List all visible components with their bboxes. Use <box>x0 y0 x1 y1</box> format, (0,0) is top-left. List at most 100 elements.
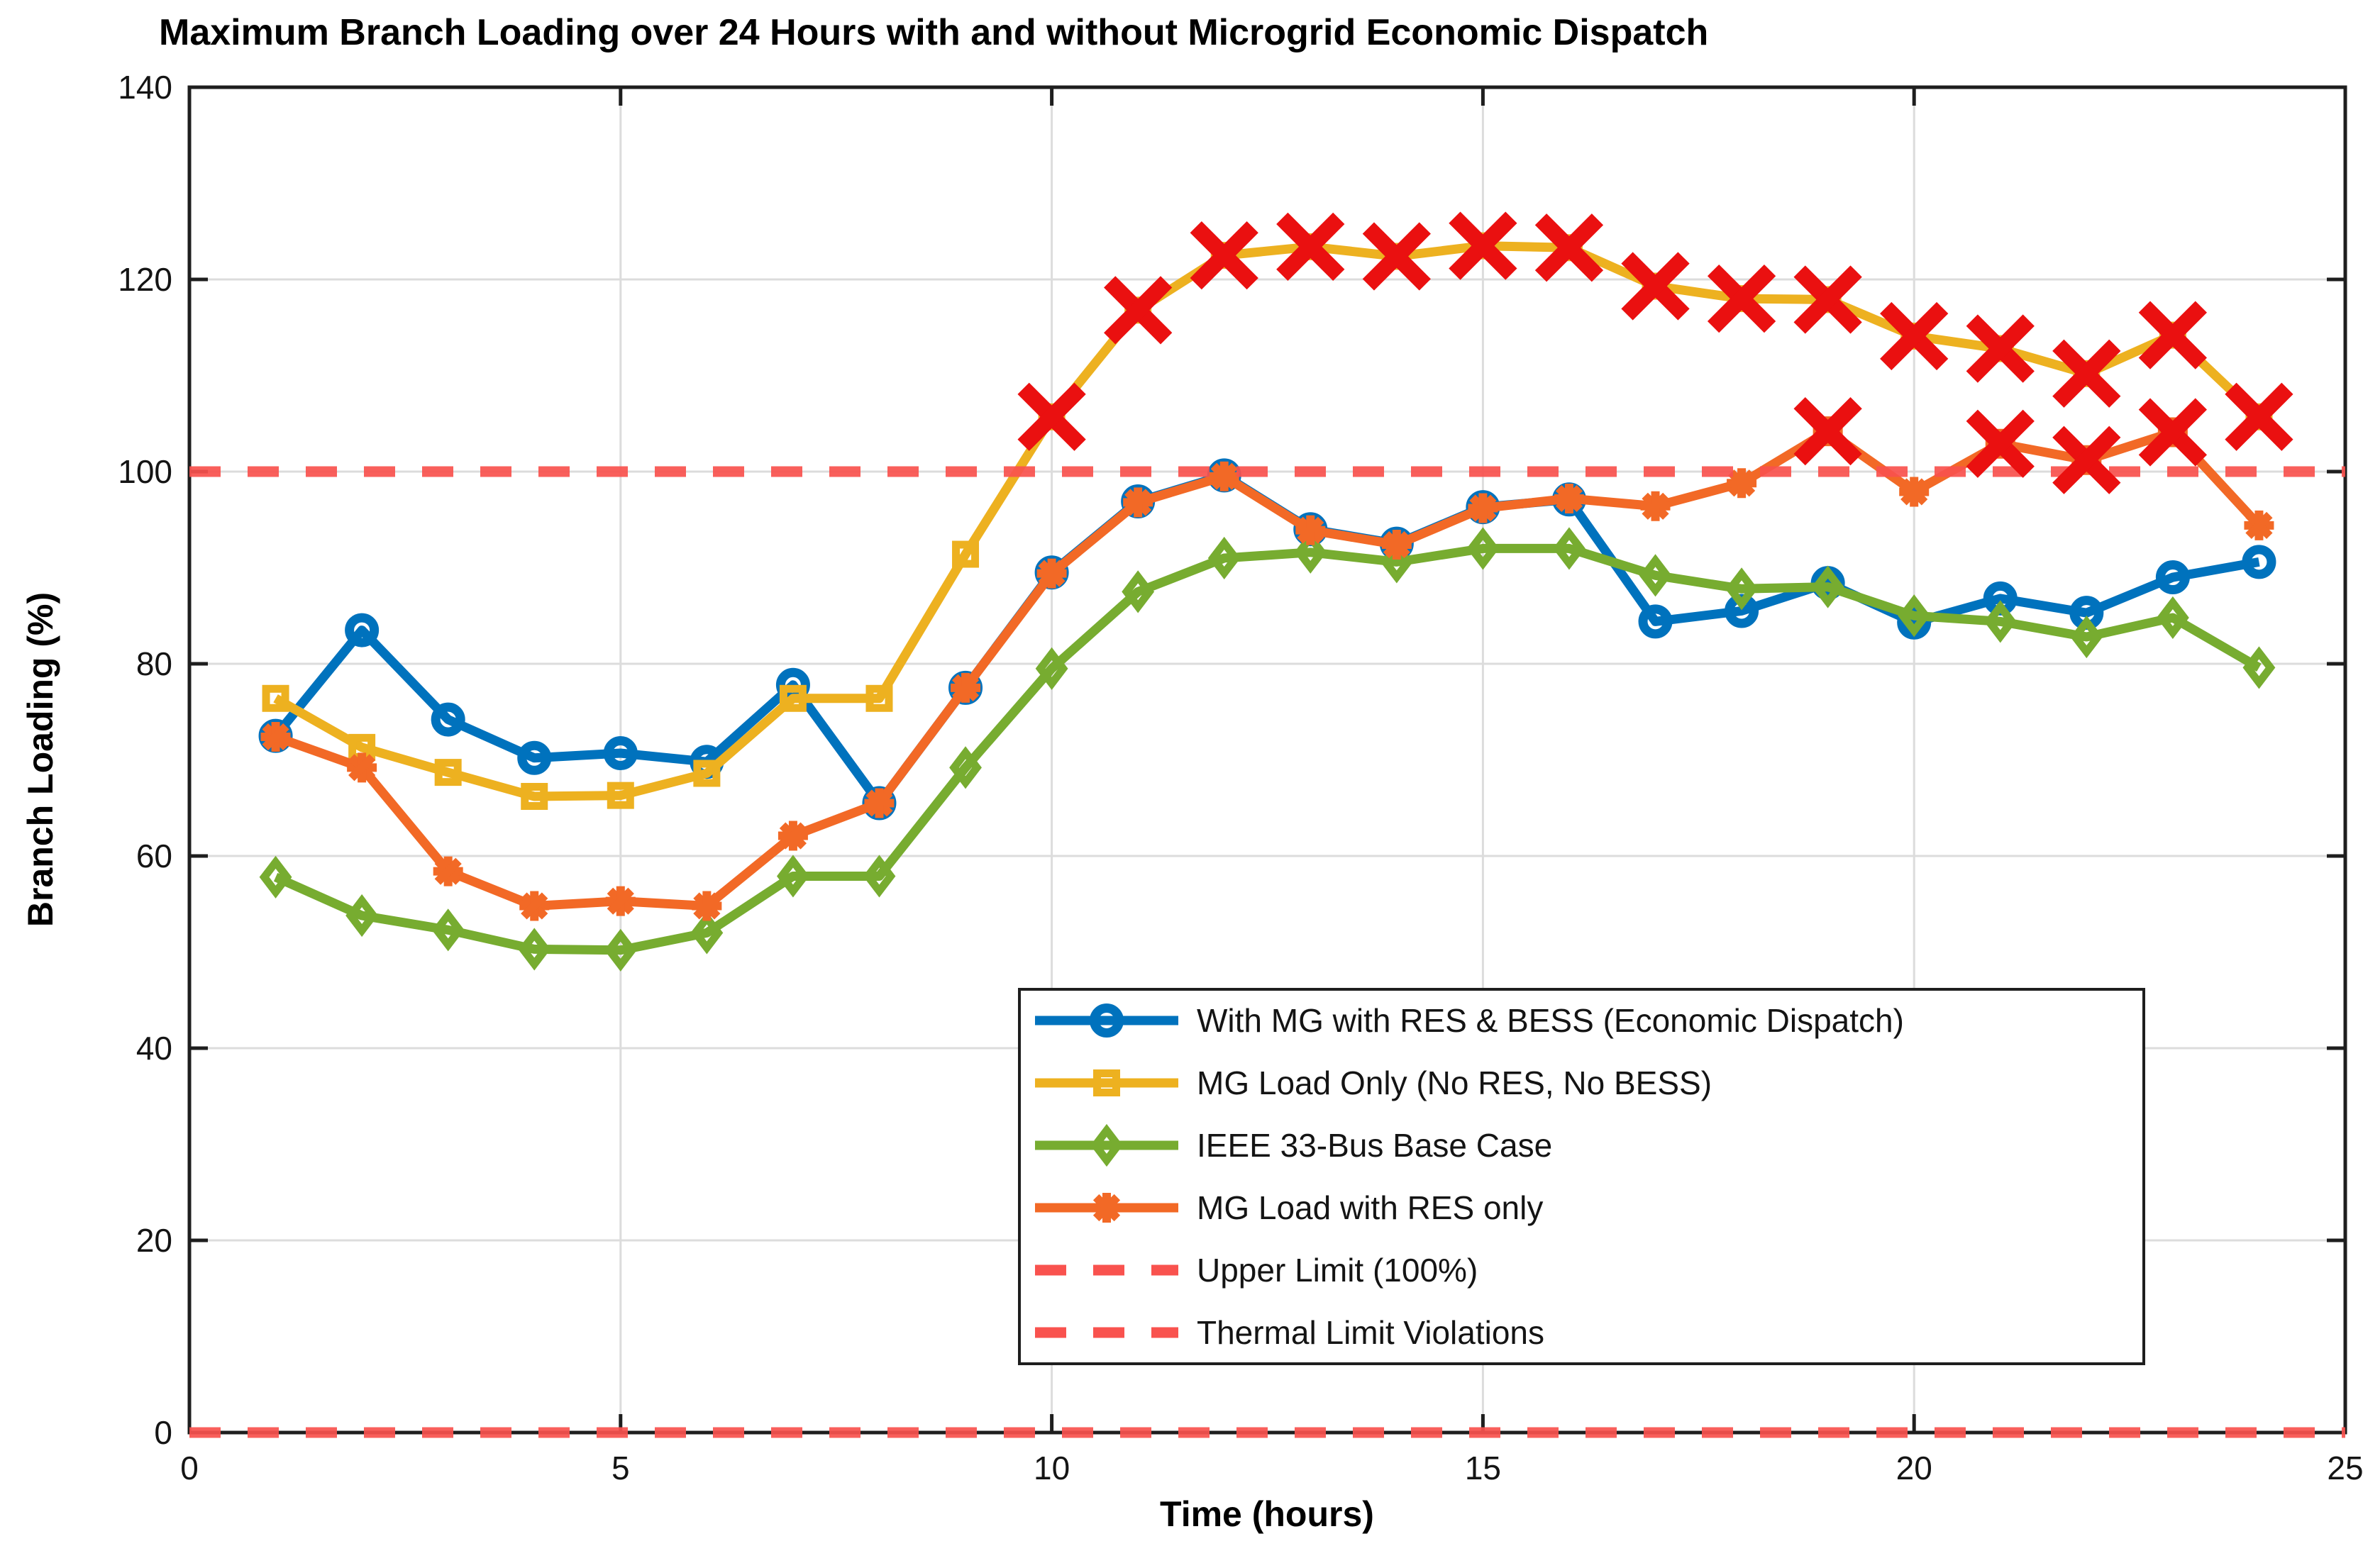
asterisk-marker-icon <box>605 886 636 916</box>
square-marker-icon <box>779 684 807 712</box>
chart-title: Maximum Branch Loading over 24 Hours wit… <box>159 12 1709 53</box>
square-marker-icon <box>1093 1069 1120 1096</box>
diamond-marker-icon <box>777 855 809 898</box>
asterisk-marker-icon <box>1036 558 1067 589</box>
square-marker-icon <box>607 782 634 809</box>
diamond-marker-icon <box>1811 565 1844 608</box>
diamond-marker-icon <box>1553 527 1586 570</box>
series-3 <box>260 416 2274 921</box>
diamond-marker-icon <box>1122 570 1155 613</box>
violation-x-icon <box>1621 252 1690 321</box>
series-1 <box>262 232 2273 810</box>
asterisk-marker-icon <box>2244 510 2274 540</box>
asterisk-marker-icon <box>1727 468 1757 499</box>
violation-x-icon <box>2138 398 2208 467</box>
circle-marker-icon <box>517 740 552 775</box>
diamond-marker-icon <box>431 908 465 952</box>
legend-label: Upper Limit (100%) <box>1197 1252 1478 1289</box>
asterisk-marker-icon <box>1381 529 1412 560</box>
diamond-marker-icon <box>1035 647 1068 690</box>
legend-item-4: Upper Limit (100%) <box>1035 1252 1478 1289</box>
violation-x-icon <box>1190 221 1258 290</box>
diamond-marker-icon <box>518 928 551 971</box>
legend-item-2: IEEE 33-Bus Base Case <box>1035 1123 1552 1167</box>
y-tick-label: 20 <box>136 1222 172 1259</box>
asterisk-marker-icon <box>1123 487 1153 518</box>
diamond-marker-icon <box>1725 567 1758 611</box>
diamond-marker-icon <box>1983 600 2017 643</box>
diamond-marker-icon <box>1090 1123 1123 1167</box>
violation-x-icon <box>2052 426 2121 494</box>
x-axis-title: Time (hours) <box>1160 1494 1374 1534</box>
diamond-marker-icon <box>2070 615 2103 659</box>
violation-x-icon <box>1880 301 1949 371</box>
legend-item-0: With MG with RES & BESS (Economic Dispat… <box>1035 1002 1904 1039</box>
y-tick-label: 0 <box>154 1414 172 1451</box>
legend-box <box>1018 988 2145 1365</box>
diamond-marker-icon <box>2242 646 2276 689</box>
square-marker-icon <box>865 684 893 712</box>
x-tick-label: 0 <box>180 1450 199 1486</box>
y-tick-label: 100 <box>118 453 172 490</box>
x-tick-label: 10 <box>1034 1450 1070 1486</box>
circle-marker-icon <box>603 736 638 771</box>
diamond-marker-icon <box>949 746 982 789</box>
asterisk-marker-icon <box>1092 1193 1122 1223</box>
legend-item-5: Thermal Limit Violations <box>1035 1314 1544 1351</box>
x-tick-label: 25 <box>2327 1450 2363 1486</box>
circle-marker-icon <box>2242 545 2276 579</box>
asterisk-marker-icon <box>519 891 550 921</box>
y-tick-label: 80 <box>136 645 172 682</box>
violation-x-icon <box>1966 314 2035 383</box>
legend-label: With MG with RES & BESS (Economic Dispat… <box>1197 1002 1904 1039</box>
series-line <box>274 426 2263 911</box>
diamond-marker-icon <box>1639 554 1672 597</box>
diamond-marker-icon <box>1466 527 1500 570</box>
series-0 <box>258 458 2276 821</box>
asterisk-marker-icon <box>864 788 895 818</box>
y-tick-label: 140 <box>118 69 172 106</box>
circle-marker-icon <box>431 702 465 737</box>
violation-x-icon <box>1793 396 1862 466</box>
violation-x-icon <box>1966 409 2035 478</box>
square-marker-icon <box>521 782 548 810</box>
asterisk-marker-icon <box>433 856 463 886</box>
legend-label: Thermal Limit Violations <box>1197 1314 1544 1351</box>
square-marker-icon <box>434 759 462 786</box>
circle-marker-icon <box>2155 560 2190 595</box>
y-tick-label: 60 <box>136 838 172 874</box>
violation-x-icon <box>1534 213 1604 282</box>
asterisk-marker-icon <box>1640 491 1671 521</box>
square-marker-icon <box>262 684 289 712</box>
legend-label: IEEE 33-Bus Base Case <box>1197 1127 1552 1164</box>
asterisk-marker-icon <box>951 672 981 703</box>
legend-label: MG Load with RES only <box>1197 1189 1543 1226</box>
series-2 <box>259 527 2276 972</box>
asterisk-marker-icon <box>1899 477 1930 507</box>
circle-marker-icon <box>345 613 380 647</box>
asterisk-marker-icon <box>1554 483 1584 513</box>
violation-x-icon <box>1362 222 1431 291</box>
asterisk-marker-icon <box>777 821 808 851</box>
violation-x-icon <box>2225 382 2293 451</box>
asterisk-marker-icon <box>692 891 722 921</box>
violation-x-icon <box>1276 212 1345 282</box>
asterisk-marker-icon <box>347 752 377 783</box>
series-line <box>273 241 2262 801</box>
violation-x-icon <box>1793 265 1862 334</box>
violation-x-icon <box>1017 382 1086 451</box>
legend-item-3: MG Load with RES only <box>1035 1189 1543 1226</box>
asterisk-marker-icon <box>1295 515 1326 545</box>
diamond-marker-icon <box>863 855 896 898</box>
diamond-marker-icon <box>690 911 724 955</box>
y-tick-label: 40 <box>136 1030 172 1067</box>
legend: With MG with RES & BESS (Economic Dispat… <box>1018 988 2145 1365</box>
diamond-marker-icon <box>1898 594 1931 638</box>
y-tick-label: 120 <box>118 261 172 298</box>
diamond-marker-icon <box>345 894 379 938</box>
violation-x-icon <box>2138 301 2208 369</box>
violation-x-icon <box>2052 339 2121 408</box>
asterisk-marker-icon <box>1209 461 1239 491</box>
